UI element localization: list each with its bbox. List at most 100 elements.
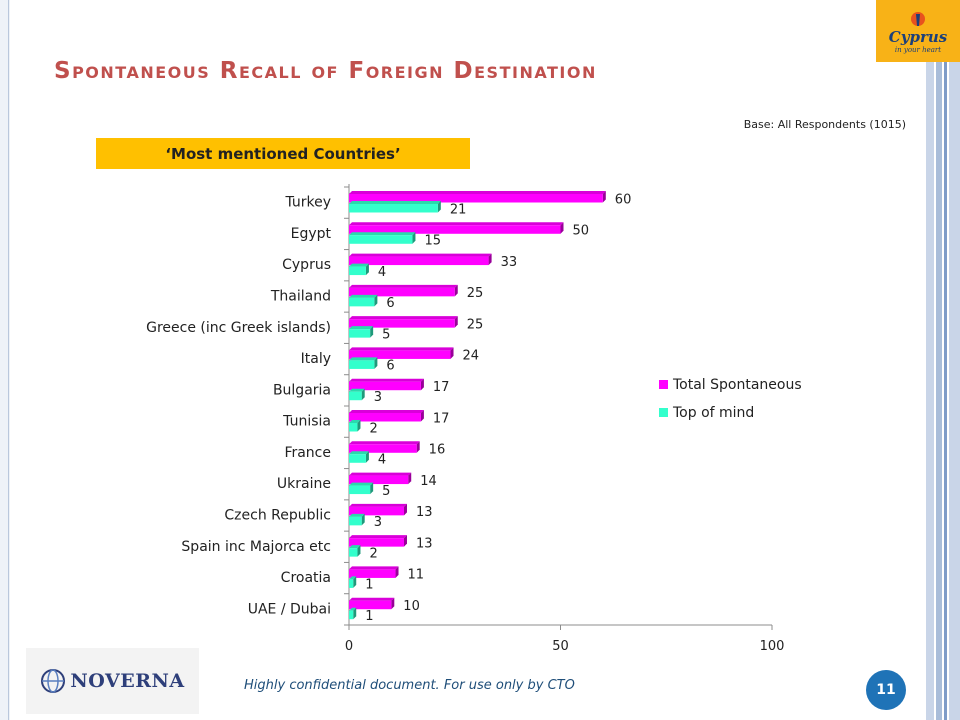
top-of-mind-bar-top — [349, 607, 357, 611]
total-spontaneous-bar — [349, 256, 489, 266]
footer-confidential-text: Highly confidential document. For use on… — [244, 678, 575, 693]
top-of-mind-data-label: 15 — [424, 234, 441, 249]
total-spontaneous-bar-top — [349, 410, 424, 413]
top-of-mind-bar — [349, 360, 375, 369]
total-spontaneous-bar-top — [349, 503, 407, 507]
total-spontaneous-bar-top — [349, 535, 407, 539]
cyprus-logo: Cyprus in your heart — [876, 0, 960, 62]
total-spontaneous-data-label: 17 — [433, 380, 450, 395]
total-spontaneous-bar-top — [349, 472, 412, 476]
top-of-mind-bar-side — [357, 545, 361, 557]
top-of-mind-bar — [349, 297, 375, 307]
top-of-mind-bar-side — [370, 326, 374, 338]
x-tick-label: 0 — [345, 639, 353, 654]
total-spontaneous-bar-side — [602, 191, 606, 203]
total-spontaneous-data-label: 10 — [403, 599, 420, 614]
top-of-mind-bar-side — [370, 482, 374, 495]
top-of-mind-bar-top — [349, 545, 361, 549]
top-of-mind-bar-side — [357, 420, 361, 432]
category-label: Spain inc Majorca etc — [181, 539, 331, 555]
legend-label: Total Spontaneous — [672, 377, 802, 393]
top-of-mind-data-label: 1 — [365, 609, 373, 624]
top-of-mind-bar-side — [374, 294, 378, 307]
top-of-mind-data-label: 4 — [378, 265, 386, 280]
page-number: 11 — [876, 682, 896, 698]
base-note: Base: All Respondents (1015) — [743, 118, 906, 131]
category-label: Cyprus — [282, 257, 331, 273]
total-spontaneous-bar-top — [349, 316, 458, 320]
total-spontaneous-bar-top — [349, 222, 564, 226]
total-spontaneous-bar — [349, 475, 409, 485]
total-spontaneous-data-label: 25 — [467, 317, 484, 332]
cyprus-logo-word: Cyprus — [888, 28, 948, 46]
total-spontaneous-bar — [349, 194, 603, 203]
top-of-mind-bar-side — [361, 513, 365, 526]
total-spontaneous-bar-top — [349, 378, 424, 382]
total-spontaneous-bar — [349, 319, 455, 328]
x-tick-label: 50 — [552, 639, 569, 654]
total-spontaneous-data-label: 50 — [573, 224, 590, 239]
top-of-mind-bar-side — [353, 607, 357, 620]
total-spontaneous-bar-side — [450, 347, 454, 359]
total-spontaneous-bar — [349, 381, 421, 391]
top-of-mind-bar-side — [437, 201, 441, 213]
total-spontaneous-data-label: 24 — [463, 349, 480, 364]
total-spontaneous-data-label: 25 — [467, 286, 484, 301]
total-spontaneous-data-label: 60 — [615, 192, 632, 207]
category-label: Tunisia — [282, 414, 331, 430]
top-of-mind-bar-side — [365, 263, 369, 276]
top-of-mind-data-label: 5 — [382, 484, 390, 499]
cyprus-logo-tagline: in your heart — [894, 46, 942, 54]
total-spontaneous-data-label: 14 — [420, 474, 437, 489]
total-spontaneous-bar-side — [416, 441, 420, 453]
category-label: Czech Republic — [224, 508, 331, 524]
category-label: France — [284, 445, 331, 461]
top-of-mind-bar-side — [412, 232, 416, 244]
total-spontaneous-bar-side — [391, 597, 395, 610]
cyprus-sun-icon — [911, 12, 925, 26]
total-spontaneous-bar — [349, 444, 417, 453]
x-tick-label: 100 — [760, 639, 785, 654]
top-of-mind-bar — [349, 329, 371, 338]
total-spontaneous-data-label: 33 — [501, 255, 518, 270]
top-of-mind-bar — [349, 516, 362, 526]
category-label: Thailand — [270, 289, 331, 305]
top-of-mind-data-label: 6 — [386, 296, 394, 311]
right-decorative-stripes — [926, 0, 960, 720]
total-spontaneous-bar-side — [454, 284, 458, 297]
top-of-mind-data-label: 4 — [378, 453, 386, 468]
total-spontaneous-bar-top — [349, 441, 420, 445]
top-of-mind-bar — [349, 235, 413, 244]
top-of-mind-data-label: 3 — [374, 390, 382, 405]
noverna-globe-icon — [41, 669, 66, 693]
total-spontaneous-bar-top — [349, 191, 606, 194]
top-of-mind-data-label: 1 — [365, 578, 373, 593]
total-spontaneous-data-label: 17 — [433, 411, 450, 426]
top-of-mind-data-label: 6 — [386, 359, 394, 374]
total-spontaneous-bar-side — [408, 472, 412, 485]
subtitle-box: ‘Most mentioned Countries’ — [96, 138, 470, 169]
total-spontaneous-bar — [349, 506, 404, 516]
top-of-mind-bar — [349, 454, 366, 463]
category-label: Bulgaria — [273, 382, 331, 398]
category-label: Italy — [301, 351, 331, 367]
total-spontaneous-bar-side — [454, 316, 458, 328]
total-spontaneous-bar — [349, 225, 561, 234]
page-number-badge: 11 — [866, 670, 906, 710]
top-of-mind-bar-top — [349, 513, 365, 517]
total-spontaneous-data-label: 16 — [429, 443, 446, 458]
top-of-mind-data-label: 3 — [374, 515, 382, 530]
category-label: Croatia — [281, 570, 331, 586]
total-spontaneous-bar-top — [349, 284, 458, 288]
top-of-mind-bar-top — [349, 201, 441, 204]
top-of-mind-data-label: 21 — [450, 202, 467, 217]
top-of-mind-bar-top — [349, 294, 378, 298]
total-spontaneous-bar-side — [403, 503, 407, 516]
top-of-mind-bar-top — [349, 420, 361, 423]
noverna-logo-word: NOVERNA — [70, 670, 185, 692]
top-of-mind-bar-side — [374, 357, 378, 369]
total-spontaneous-bar-side — [395, 566, 399, 578]
slide-title: Spontaneous Recall of Foreign Destinatio… — [54, 58, 597, 84]
top-of-mind-bar-top — [349, 576, 357, 580]
